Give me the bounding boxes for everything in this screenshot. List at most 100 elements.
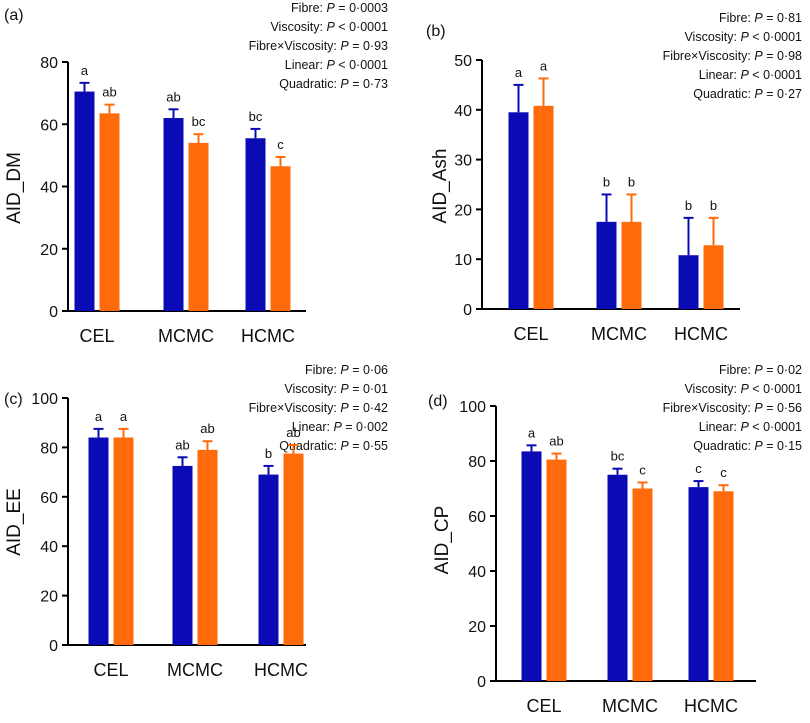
bar	[713, 491, 734, 681]
significance-letter: ab	[102, 85, 116, 100]
stat-label: Linear:	[285, 58, 327, 72]
significance-letter: bc	[192, 114, 206, 129]
stat-label: Fibre:	[305, 363, 340, 377]
stat-value: < 0·0001	[335, 58, 388, 72]
bar	[270, 166, 291, 311]
stat-p: P	[326, 20, 335, 34]
x-category-label: MCMC	[591, 324, 647, 344]
bar	[607, 474, 628, 681]
y-tick-label: 80	[40, 55, 58, 72]
bar	[688, 487, 709, 681]
bar	[703, 245, 724, 309]
bar	[163, 118, 184, 312]
stat-line: Linear: P < 0·0001	[699, 68, 802, 82]
bar	[188, 142, 209, 311]
stat-line: Fibre: P = 0·02	[719, 363, 802, 377]
stat-p: P	[740, 68, 749, 82]
x-category-label: MCMC	[167, 660, 223, 680]
y-tick-label: 80	[40, 440, 58, 457]
y-axis-title: AID_DM	[4, 152, 25, 224]
bar	[99, 113, 120, 311]
y-tick-label: 0	[463, 302, 472, 319]
stat-line: Quadratic: P = 0·55	[279, 439, 388, 453]
significance-letter: b	[628, 174, 635, 189]
bar	[521, 451, 542, 681]
stat-line: Fibre×Viscosity: P = 0·93	[249, 39, 388, 53]
panel-c: (c) Fibre: P = 0·06 Viscosity: P = 0·01 Fib…	[4, 363, 388, 680]
stat-p: P	[340, 439, 349, 453]
stat-p: P	[754, 49, 763, 63]
stat-line: Quadratic: P = 0·27	[693, 87, 802, 101]
stat-p: P	[326, 1, 335, 15]
stat-line: Quadratic: P = 0·73	[279, 77, 388, 91]
y-axis-title: AID_Ash	[430, 149, 451, 224]
stat-value: = 0·56	[763, 401, 802, 415]
stat-line: Viscosity: P < 0·0001	[684, 30, 802, 44]
stat-p: P	[740, 382, 749, 396]
y-tick-label: 20	[454, 202, 472, 219]
stat-p: P	[326, 58, 335, 72]
significance-letter: a	[81, 63, 89, 78]
stat-p: P	[340, 39, 349, 53]
panel-a: (a) Fibre: P = 0·0003 Viscosity: P < 0·000…	[4, 1, 388, 346]
stat-value: < 0·0001	[749, 30, 802, 44]
y-tick-label: 30	[454, 153, 472, 170]
significance-letter: a	[120, 409, 128, 424]
significance-letter: ab	[549, 434, 563, 449]
significance-letter: ab	[200, 421, 214, 436]
stat-value: = 0·002	[342, 420, 388, 434]
stat-line: Viscosity: P < 0·0001	[684, 382, 802, 396]
stat-p: P	[740, 420, 749, 434]
significance-letter: b	[265, 446, 272, 461]
x-category-label: CEL	[526, 696, 561, 716]
stat-label: Viscosity:	[270, 20, 326, 34]
significance-letter: c	[277, 137, 284, 152]
x-category-label: MCMC	[602, 696, 658, 716]
stat-label: Fibre:	[291, 1, 326, 15]
y-tick-label: 60	[40, 117, 58, 134]
bar	[172, 465, 193, 645]
stat-p: P	[340, 401, 349, 415]
significance-letter: bc	[249, 109, 263, 124]
stat-label: Linear:	[292, 420, 334, 434]
significance-letter: a	[515, 65, 523, 80]
y-tick-label: 80	[468, 454, 486, 471]
stat-value: = 0·81	[763, 11, 802, 25]
y-axis-title: AID_CP	[432, 506, 453, 575]
panel-b: (b) Fibre: P = 0·81 Viscosity: P < 0·0001 F…	[426, 11, 802, 344]
stat-p: P	[754, 401, 763, 415]
y-tick-label: 20	[468, 619, 486, 636]
bar	[245, 138, 266, 311]
y-tick-label: 0	[49, 638, 58, 655]
x-category-label: HCMC	[241, 326, 295, 346]
bar	[74, 91, 95, 311]
x-category-label: CEL	[93, 660, 128, 680]
x-category-label: CEL	[513, 324, 548, 344]
panel-label: (b)	[426, 23, 446, 40]
stat-line: Fibre×Viscosity: P = 0·56	[663, 401, 802, 415]
bar	[632, 488, 653, 681]
stat-line: Viscosity: P = 0·01	[284, 382, 388, 396]
y-tick-label: 40	[468, 564, 486, 581]
y-tick-label: 60	[40, 490, 58, 507]
stat-value: = 0·06	[349, 363, 388, 377]
bar	[88, 437, 109, 645]
stat-value: = 0·42	[349, 401, 388, 415]
stat-label: Viscosity:	[284, 382, 340, 396]
stat-line: Fibre×Viscosity: P = 0·98	[663, 49, 802, 63]
significance-letter: ab	[166, 89, 180, 104]
y-tick-label: 0	[477, 674, 486, 691]
stat-p: P	[740, 30, 749, 44]
stat-label: Quadratic:	[693, 87, 754, 101]
stat-p: P	[754, 439, 763, 453]
stat-p: P	[754, 87, 763, 101]
panel-label: (a)	[4, 7, 24, 24]
bar	[621, 221, 642, 309]
stat-value: = 0·02	[763, 363, 802, 377]
stat-value: = 0·73	[349, 77, 388, 91]
stat-label: Quadratic:	[693, 439, 754, 453]
bar	[258, 474, 279, 645]
bar	[508, 112, 529, 309]
stat-label: Quadratic:	[279, 77, 340, 91]
stat-label: Fibre:	[719, 11, 754, 25]
